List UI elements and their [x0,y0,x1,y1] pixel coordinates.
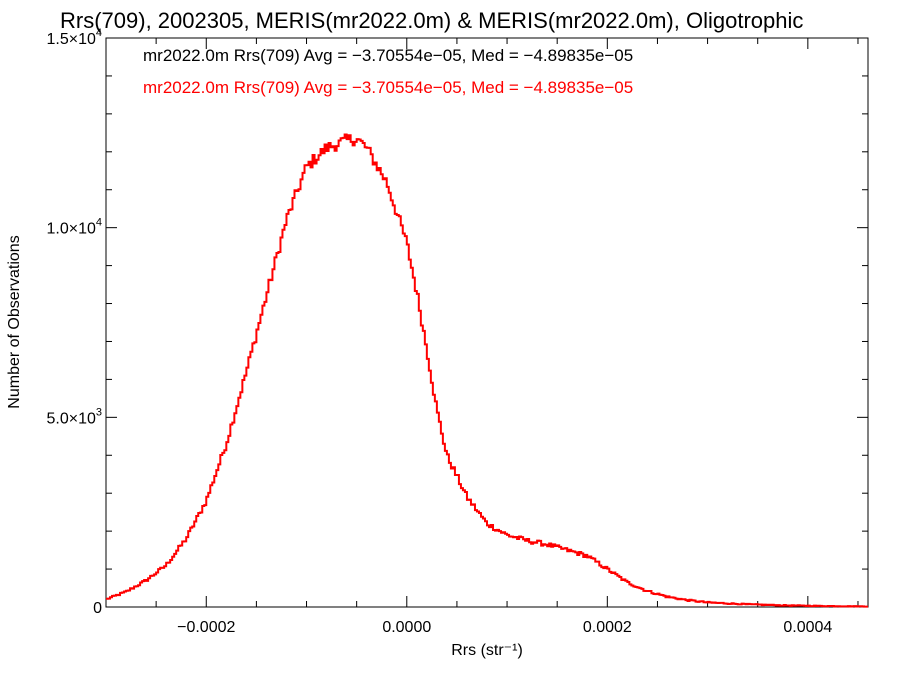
x-tick-label: 0.0004 [783,619,832,636]
y-tick-label: 0 [93,600,102,617]
series-layer [106,133,868,608]
x-tick-label: 0.0002 [583,619,632,636]
x-tick-label: −0.0002 [177,619,235,636]
x-axis-ticks: −0.0002 0.0000 0.0002 0.0004 [155,38,859,636]
y-tick-label: 5.0×103 [46,406,102,427]
y-axis-title: Number of Observations [6,235,23,408]
legend-entry-black: mr2022.0m Rrs(709) Avg = −3.70554e−05, M… [143,46,633,65]
x-axis-title: Rrs (str⁻¹) [451,642,523,659]
y-axis-ticks: 0 5.0×103 1.0×104 1.5×104 [46,27,868,617]
legend-entry-red: mr2022.0m Rrs(709) Avg = −3.70554e−05, M… [143,78,633,97]
histogram-series-line [106,133,868,608]
x-tick-label: 0.0000 [382,619,431,636]
chart-title: Rrs(709), 2002305, MERIS(mr2022.0m) & ME… [60,8,803,33]
plot-frame [105,37,869,608]
y-tick-label: 1.0×104 [46,217,102,238]
y-tick-label: 1.5×104 [46,27,102,48]
